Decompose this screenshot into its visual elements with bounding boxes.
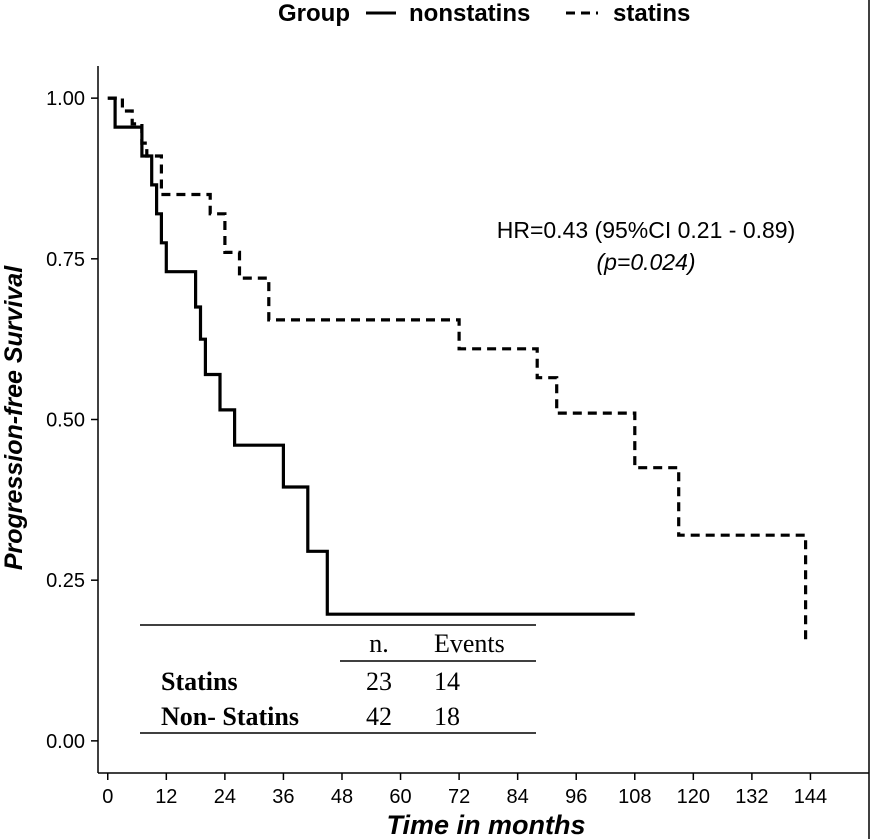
y-tick-label: 0.50	[46, 410, 85, 432]
table-row-group: Non- Statins	[161, 702, 299, 731]
x-tick-label: 144	[794, 786, 827, 808]
series-line-nonstatins	[107, 96, 635, 616]
table-header-events: Events	[434, 629, 505, 658]
hr-annotation: HR=0.43 (95%CI 0.21 - 0.89)	[497, 217, 796, 243]
series-line-statins	[107, 96, 808, 642]
y-axis-title: Progression-free Survival	[0, 265, 28, 570]
x-tick-label: 120	[677, 786, 710, 808]
table-row-events: 14	[434, 667, 460, 696]
y-tick-label: 0.75	[46, 249, 85, 271]
x-tick-label: 0	[102, 786, 113, 808]
y-tick-label: 1.00	[46, 88, 85, 110]
x-tick-label: 36	[272, 786, 294, 808]
series-layer	[107, 96, 808, 642]
x-tick-label: 96	[565, 786, 587, 808]
table-row-group: Statins	[161, 667, 238, 696]
x-axis-title: Time in months	[386, 810, 585, 839]
table-row-events: 18	[434, 702, 460, 731]
inset-table: n. Events Statins 23 14 Non- Statins 42 …	[140, 624, 536, 734]
y-axis-ticks: 0.00 0.25 0.50 0.75 1.00	[46, 88, 98, 753]
x-tick-label: 108	[618, 786, 651, 808]
y-tick-label: 0.00	[46, 731, 85, 753]
legend-label-nonstatins: nonstatins	[409, 0, 530, 27]
x-tick-label: 132	[735, 786, 768, 808]
p-value-annotation: (p=0.024)	[596, 249, 695, 275]
legend-label-statins: statins	[613, 0, 690, 27]
table-row-n: 42	[366, 702, 392, 731]
x-tick-label: 24	[214, 786, 236, 808]
y-tick-label: 0.25	[46, 570, 85, 592]
table-header-n: n.	[369, 629, 389, 658]
x-tick-label: 60	[389, 786, 411, 808]
x-tick-label: 48	[331, 786, 353, 808]
x-axis-ticks: 0 12 24 36 48 60 72 84 96 108 120 132 144	[102, 773, 827, 808]
legend: Group nonstatins statins	[278, 0, 690, 27]
legend-title: Group	[278, 0, 350, 27]
x-tick-label: 72	[448, 786, 470, 808]
x-tick-label: 84	[507, 786, 529, 808]
table-row-n: 23	[366, 667, 392, 696]
x-tick-label: 12	[155, 786, 177, 808]
